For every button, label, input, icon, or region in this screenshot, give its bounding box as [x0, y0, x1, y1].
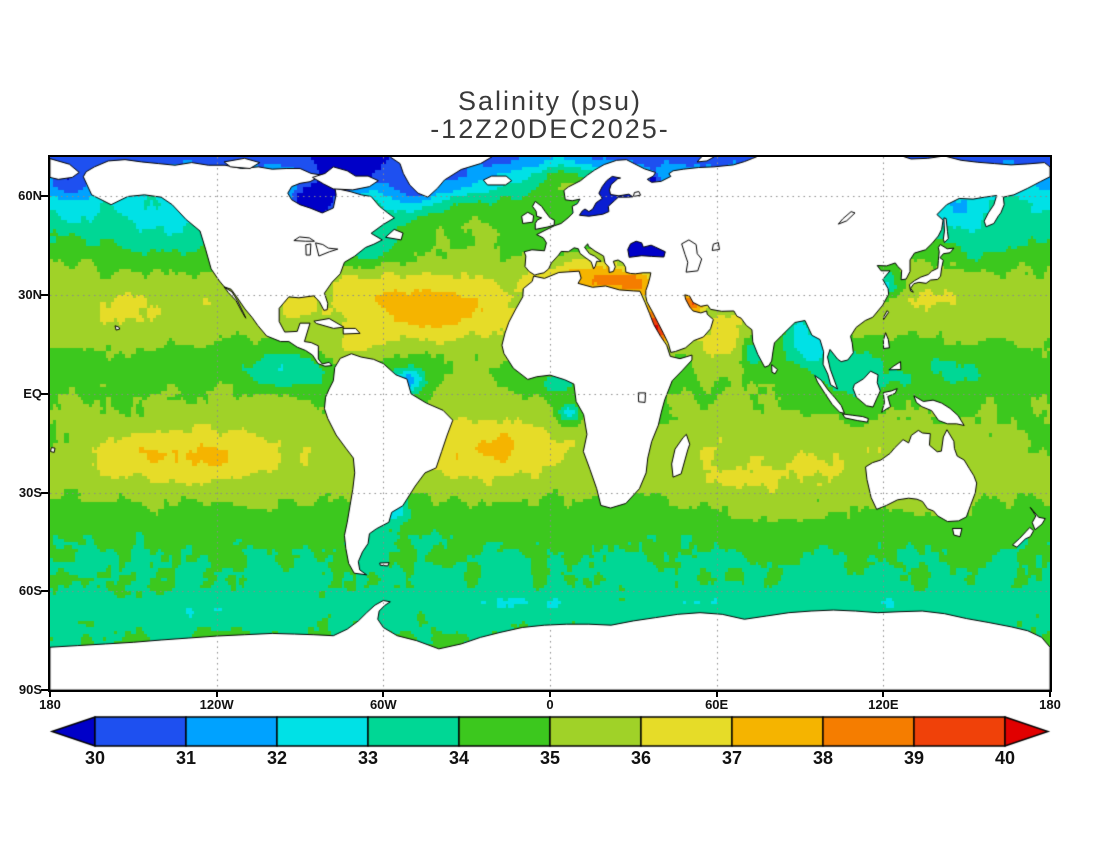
lon-axis-label-180: 180	[39, 697, 61, 712]
lat-axis-tick-EQ	[41, 392, 48, 395]
lon-axis-tick-180	[1049, 692, 1051, 697]
chart-title: Salinity (psu)	[457, 86, 643, 116]
colorbar-canvas	[0, 714, 1100, 759]
lon-axis-tick-120W	[215, 692, 218, 697]
lat-axis-label-30N: 30N	[18, 287, 42, 303]
colorbar-label-37: 37	[721, 748, 743, 768]
lat-axis-label-EQ: EQ	[23, 385, 42, 401]
lon-axis-tick-180	[49, 692, 51, 697]
lon-axis-label-120E: 120E	[868, 697, 899, 712]
world-salinity-map-canvas	[50, 157, 1050, 690]
colorbar-label-34: 34	[448, 748, 470, 768]
lon-axis-label-60W: 60W	[369, 697, 397, 712]
colorbar-label-36: 36	[630, 748, 652, 768]
lon-axis-tick-60W	[382, 692, 385, 697]
lon-axis-tick-120E	[882, 692, 885, 697]
lat-axis-tick-60N	[41, 195, 48, 198]
lon-axis-label-180: 180	[1039, 697, 1061, 712]
lat-axis-label-60N: 60N	[18, 188, 42, 204]
colorbar-label-40: 40	[994, 748, 1016, 768]
lat-axis-tick-60S	[41, 590, 48, 593]
lat-axis-tick-90S	[41, 689, 48, 691]
lon-axis-tick-0	[549, 692, 551, 697]
chart-datetime: -12Z20DEC2025-	[430, 114, 670, 144]
colorbar-label-38: 38	[812, 748, 834, 768]
lon-axis-tick-60E	[715, 692, 718, 697]
lat-axis-tick-30S	[41, 491, 48, 494]
lat-axis-tick-30N	[41, 294, 48, 297]
lon-axis-label-60E: 60E	[705, 697, 729, 712]
lat-axis-label-90S: 90S	[18, 682, 42, 697]
colorbar-label-31: 31	[175, 748, 197, 768]
map-frame	[48, 155, 1052, 692]
lon-axis-label-0: 0	[546, 697, 554, 712]
lat-axis-label-30S: 30S	[18, 484, 42, 500]
colorbar-label-35: 35	[539, 748, 561, 768]
colorbar-label-32: 32	[266, 748, 288, 768]
colorbar-label-33: 33	[357, 748, 379, 768]
colorbar-label-30: 30	[84, 748, 106, 768]
colorbar-label-39: 39	[903, 748, 925, 768]
lon-axis-label-120W: 120W	[199, 697, 234, 712]
lat-axis-label-60S: 60S	[18, 583, 42, 599]
